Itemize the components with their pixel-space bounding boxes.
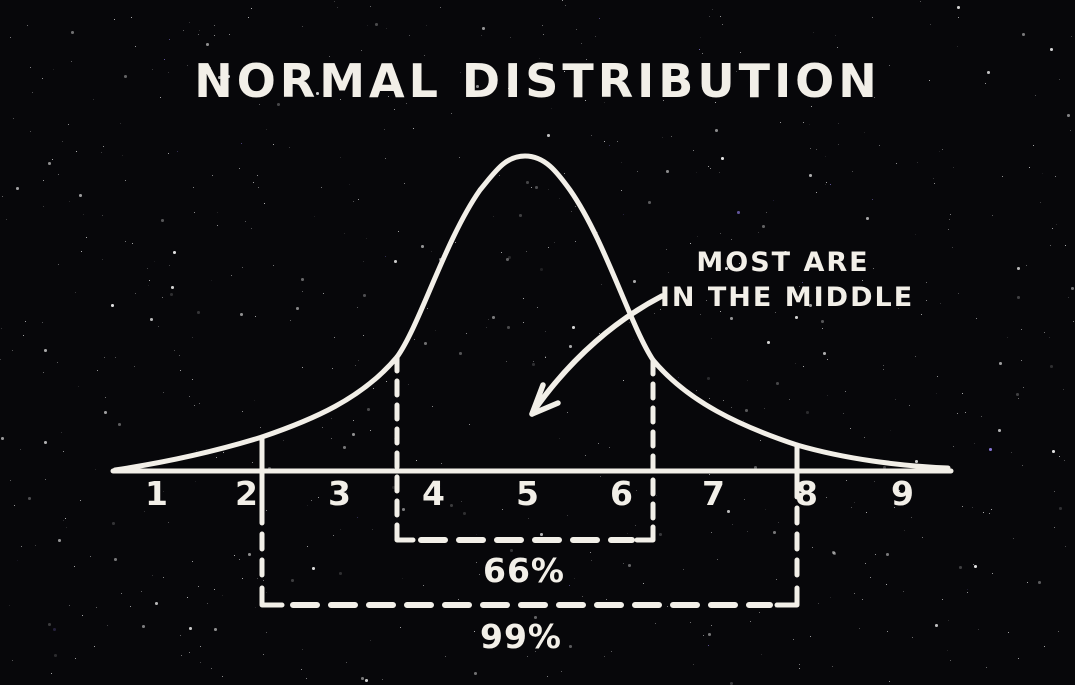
region-99-label: 99% xyxy=(480,617,562,656)
x-tick-label-1: 1 xyxy=(145,474,169,513)
annotation-line-2: IN THE MIDDLE xyxy=(659,282,915,313)
region-66-left-corner xyxy=(394,524,416,543)
annotation-line-1: MOST ARE xyxy=(696,247,870,278)
x-tick-label-9: 9 xyxy=(891,474,915,513)
region-99-left-corner xyxy=(259,585,285,608)
x-tick-label-6: 6 xyxy=(610,474,634,513)
page-title: NORMAL DISTRIBUTION xyxy=(194,54,881,108)
x-tick-label-4: 4 xyxy=(422,474,446,513)
x-tick-label-7: 7 xyxy=(702,474,726,513)
region-66-label: 66% xyxy=(483,551,565,590)
x-tick-label-3: 3 xyxy=(328,474,352,513)
x-tick-label-8: 8 xyxy=(795,474,819,513)
region-66-right-corner xyxy=(634,524,656,543)
x-tick-label-5: 5 xyxy=(516,474,540,513)
x-tick-label-2: 2 xyxy=(235,474,259,513)
curved-arrow-icon xyxy=(529,293,665,417)
region-99-right-corner xyxy=(774,585,800,608)
bell-curve xyxy=(112,153,951,473)
